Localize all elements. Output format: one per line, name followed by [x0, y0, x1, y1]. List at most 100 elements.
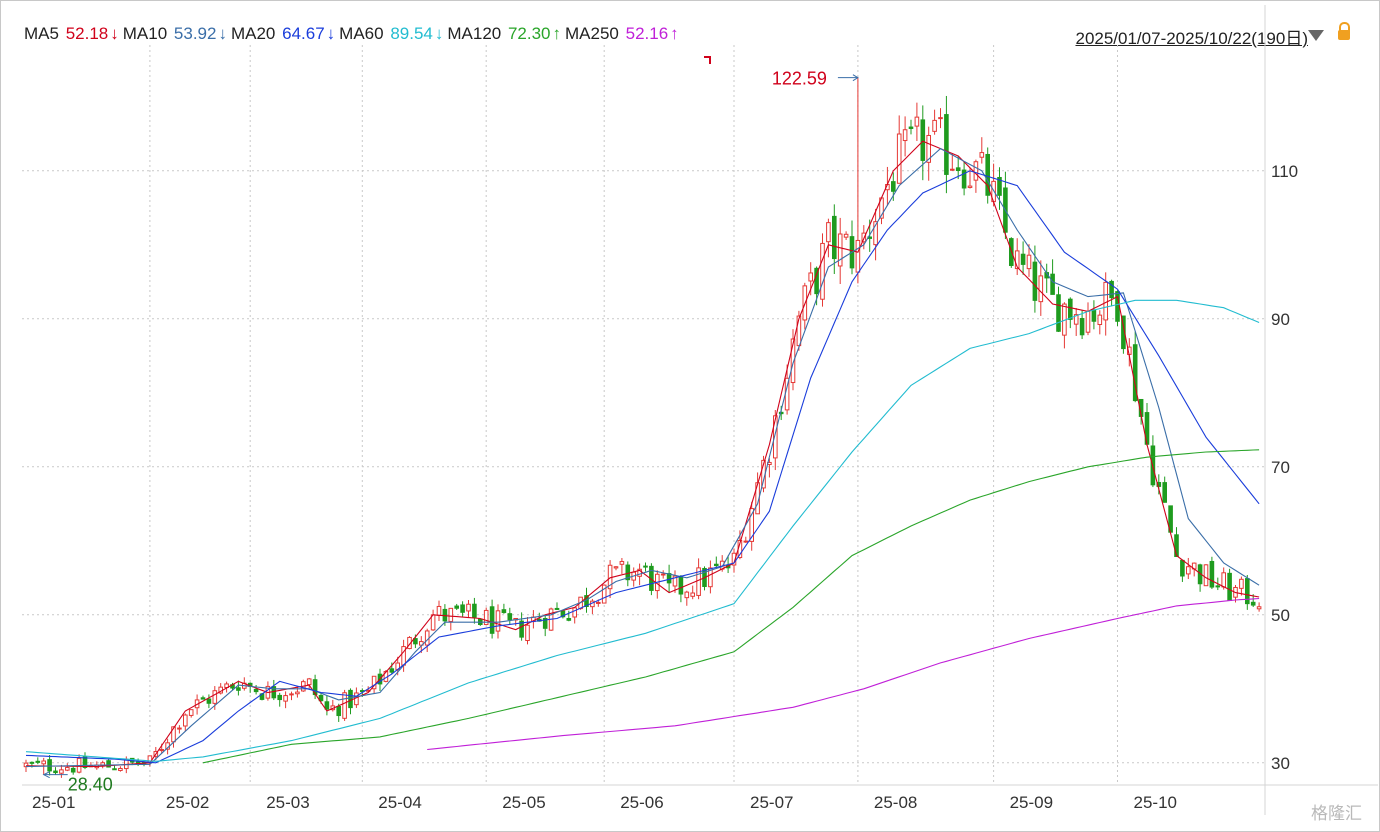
candle-body: [637, 568, 642, 577]
candle-body: [206, 698, 212, 704]
max-label: 122.59: [772, 69, 827, 89]
candle-body: [666, 573, 672, 584]
candle-body: [35, 760, 41, 763]
candle-body: [1068, 298, 1073, 320]
candle-body: [1097, 314, 1103, 326]
candle-body: [59, 769, 64, 774]
ma-legend-value: 64.67: [282, 24, 325, 43]
candle-body: [159, 749, 164, 752]
candle-body: [820, 242, 825, 300]
candle-body: [525, 624, 530, 642]
y-tick-label: 110: [1271, 162, 1298, 181]
candle-body: [1227, 572, 1232, 601]
candle-body: [277, 694, 282, 701]
ma-line-ma250: [427, 597, 1260, 751]
candle-body: [1073, 314, 1079, 325]
candle-body: [47, 759, 52, 772]
candle-body: [773, 415, 778, 459]
candle-body: [891, 181, 896, 192]
ma-line-ma5: [26, 140, 1260, 768]
ma-legend-label: MA5: [24, 24, 59, 43]
date-range[interactable]: 2025/01/07-2025/10/22(190日): [1075, 29, 1308, 48]
candle-body: [183, 714, 188, 727]
candle-body: [472, 603, 477, 618]
ma-line-ma60: [25, 299, 1260, 762]
ma-legend-value: 72.30: [507, 24, 551, 43]
ma-legend-value: 89.54: [390, 24, 433, 43]
candle-body: [348, 689, 353, 709]
ma-line-ma20: [25, 170, 1260, 764]
candle-body: [926, 134, 932, 163]
ma-legend-label: MA10: [122, 24, 168, 43]
candle-body: [177, 727, 182, 730]
ma-legend-arrow: ↓: [110, 24, 119, 43]
candle-body: [690, 592, 696, 597]
candle-body: [1209, 560, 1215, 588]
ma-legend-item: MA10 53.92 ↓: [123, 24, 229, 43]
candle-body: [914, 116, 920, 127]
candle-body: [979, 152, 985, 158]
candle-body: [932, 119, 937, 132]
max-arrow: [852, 74, 859, 82]
candle-body: [23, 762, 29, 768]
candle-body: [460, 604, 465, 613]
candle-body: [743, 540, 749, 543]
candle-body: [967, 185, 973, 188]
candle-body: [253, 688, 259, 693]
candle-body: [448, 607, 454, 622]
candle-body: [1239, 578, 1244, 589]
candle-body: [118, 767, 123, 771]
candle-body: [566, 617, 572, 621]
ma-legend-value: 52.16: [625, 24, 669, 43]
candle-body: [65, 767, 70, 771]
ma-line-ma120: [202, 449, 1260, 764]
candle-body: [619, 561, 625, 565]
x-tick-label: 25-02: [166, 793, 209, 812]
candle-body: [908, 126, 914, 129]
ma-legend-item: MA60 89.54 ↓: [339, 24, 445, 43]
candle-body: [466, 603, 471, 612]
candle-body: [489, 606, 495, 634]
candle-body: [1180, 559, 1185, 577]
y-tick-label: 50: [1271, 606, 1290, 625]
candle-body: [1162, 482, 1168, 503]
candle-body: [53, 770, 58, 774]
candle-body: [1014, 250, 1020, 270]
candle-body: [1056, 294, 1061, 332]
candle-body: [1256, 606, 1262, 610]
watermark: 格隆汇: [1311, 804, 1362, 824]
candle-body: [837, 233, 843, 267]
candle-body: [902, 129, 908, 142]
candle-body: [554, 607, 560, 610]
x-tick-label: 25-08: [874, 793, 917, 812]
triangle-down-icon[interactable]: [1308, 30, 1324, 41]
lock-icon[interactable]: [1338, 22, 1350, 40]
candle-body: [436, 605, 442, 616]
candle-body: [873, 221, 878, 246]
ma-legend-arrow: ↓: [434, 24, 444, 43]
candle-body: [371, 675, 377, 690]
x-tick-label: 25-03: [266, 793, 309, 812]
ma-legend: MA5 52.18 ↓ MA10 53.92 ↓ MA20 64.67 ↓ MA60 89.…: [24, 24, 683, 44]
candle-body: [1109, 280, 1114, 299]
ma-line-ma10: [25, 147, 1260, 768]
candle-body: [1085, 310, 1091, 333]
candle-body: [790, 338, 796, 384]
candle-body: [112, 768, 117, 771]
candle-body: [601, 584, 607, 604]
ma-legend-label: MA60: [339, 24, 384, 43]
ma-legend-arrow: ↑: [552, 24, 562, 43]
candle-body: [973, 161, 979, 181]
y-tick-label: 70: [1271, 458, 1290, 477]
x-tick-label: 25-06: [620, 793, 663, 812]
candle-body: [29, 761, 35, 764]
candle-body: [483, 609, 489, 626]
candle-body: [1026, 254, 1032, 270]
ma-legend-item: MA5 52.18 ↓: [24, 24, 121, 43]
x-tick-label: 25-01: [32, 793, 75, 812]
candle-body: [1221, 572, 1227, 588]
candle-body: [596, 601, 601, 604]
candle-body: [1245, 578, 1250, 605]
candle-body: [832, 215, 837, 260]
